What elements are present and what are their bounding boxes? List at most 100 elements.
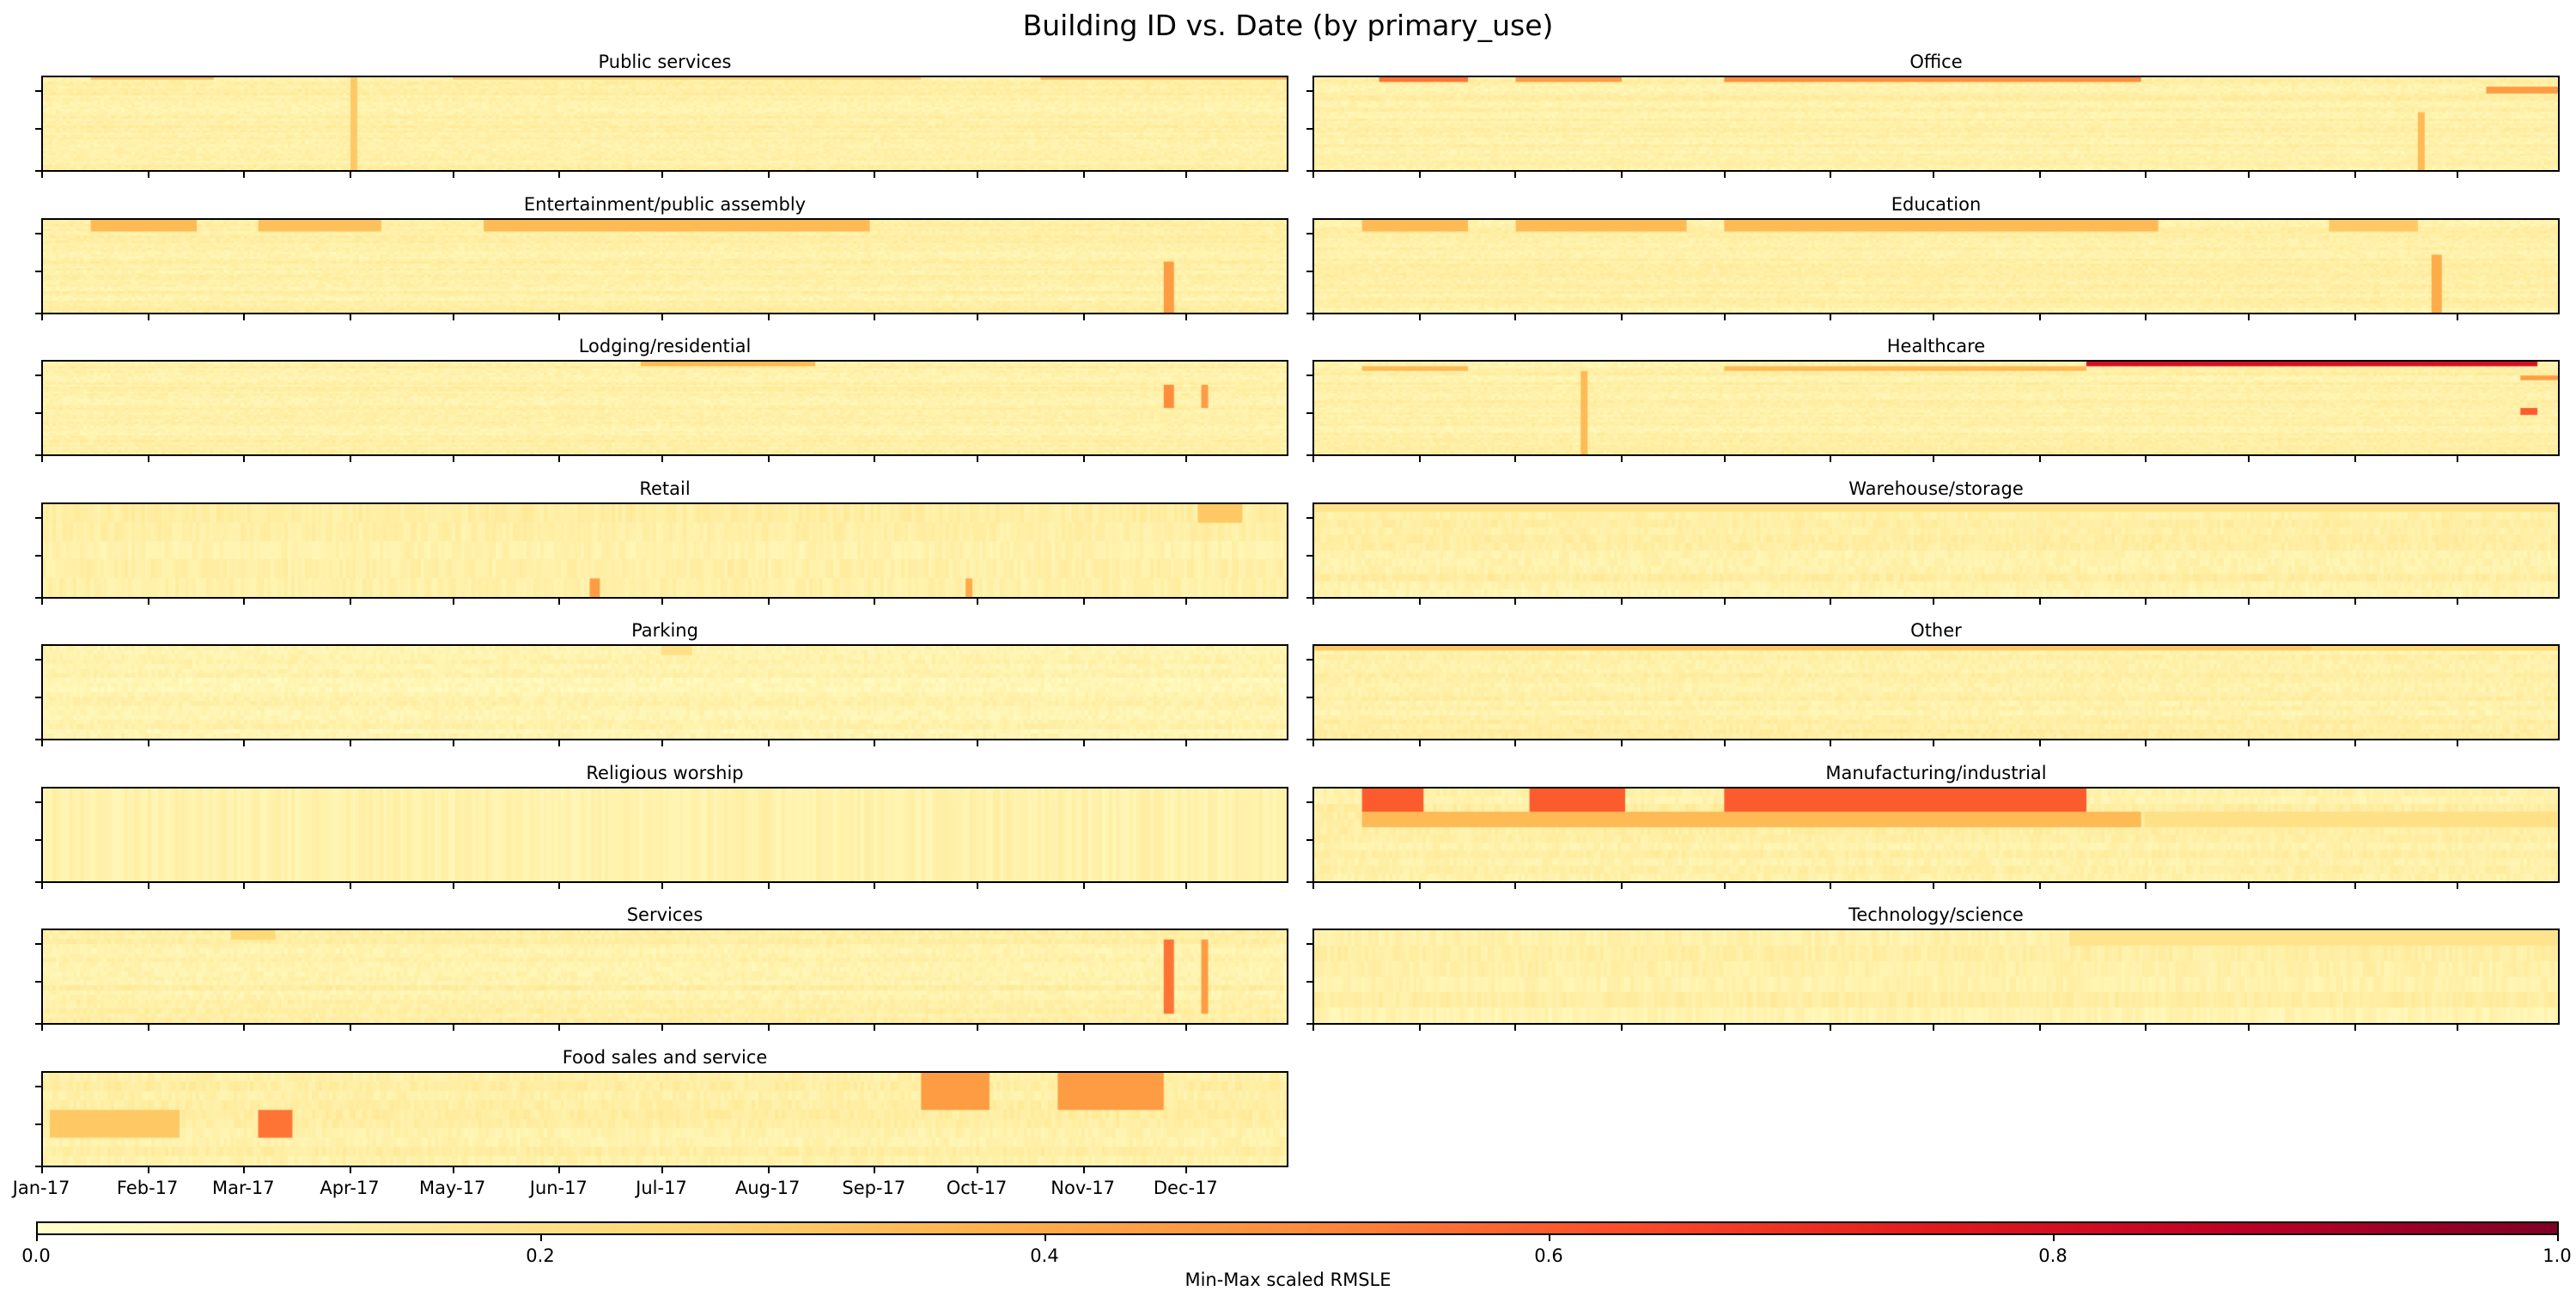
x-tick-healthcare-3 <box>1621 456 1623 462</box>
x-tick-public-services-10 <box>1082 172 1085 178</box>
x-tick-religious-worship-10 <box>1082 883 1085 889</box>
y-tick-public-services-0 <box>35 89 41 92</box>
x-tick-other-6 <box>1933 740 1934 746</box>
panel-title-healthcare: Healthcare <box>1886 336 1986 356</box>
x-tick-office-5 <box>1830 172 1832 178</box>
x-tick-other-4 <box>1723 740 1726 746</box>
x-tick-other-1 <box>1418 740 1421 746</box>
x-tick-services-6 <box>661 1025 663 1031</box>
x-tick-lodging-residential-5 <box>558 456 561 462</box>
x-tick-manufacturing-industrial-4 <box>1723 883 1726 889</box>
heatmap-cells-food-sales-and-service <box>43 1073 1287 1166</box>
x-tick-public-services-11 <box>1185 172 1188 178</box>
colorbar-tick-4 <box>2053 1235 2055 1241</box>
x-tick-parking-6 <box>661 740 663 746</box>
y-tick-office-1 <box>1306 127 1312 130</box>
y-tick-manufacturing-industrial-2 <box>1306 881 1312 883</box>
y-tick-education-0 <box>1306 232 1312 234</box>
y-tick-technology-science-0 <box>1306 942 1312 945</box>
x-tick-technology-science-2 <box>1514 1025 1517 1031</box>
x-tick-office-7 <box>2038 172 2041 178</box>
y-tick-parking-2 <box>35 739 41 740</box>
panel-title-other: Other <box>1910 620 1962 641</box>
colorbar-tick-label-5: 1.0 <box>2543 1245 2572 1266</box>
x-tick-education-11 <box>2457 314 2459 320</box>
y-tick-religious-worship-1 <box>35 838 41 841</box>
heatmap-cells-entertainment-public-assembly <box>43 220 1287 313</box>
panel-title-office: Office <box>1909 52 1963 72</box>
x-tick-parking-8 <box>874 740 876 746</box>
y-tick-entertainment-public-assembly-1 <box>35 270 41 272</box>
y-tick-services-2 <box>35 1023 41 1025</box>
y-tick-entertainment-public-assembly-2 <box>35 313 41 314</box>
x-tick-retail-2 <box>243 599 246 605</box>
x-tick-entertainment-public-assembly-3 <box>350 314 351 320</box>
heatmap-panel-warehouse-storage <box>1312 502 2560 599</box>
y-tick-healthcare-2 <box>1306 454 1312 456</box>
y-tick-education-1 <box>1306 270 1312 272</box>
x-tick-services-0 <box>41 1025 43 1031</box>
heatmap-cells-office <box>1314 77 2558 170</box>
x-tick-office-10 <box>2354 172 2356 178</box>
x-tick-entertainment-public-assembly-7 <box>767 314 770 320</box>
x-tick-office-6 <box>1933 172 1934 178</box>
x-tick-healthcare-2 <box>1514 456 1517 462</box>
x-tick-lodging-residential-7 <box>767 456 770 462</box>
x-tick-entertainment-public-assembly-5 <box>558 314 561 320</box>
x-tick-other-8 <box>2145 740 2147 746</box>
x-tick-public-services-8 <box>874 172 876 178</box>
x-tick-religious-worship-8 <box>874 883 876 889</box>
y-tick-religious-worship-2 <box>35 881 41 883</box>
x-tick-services-10 <box>1082 1025 1085 1031</box>
x-tick-food-sales-and-service-8 <box>874 1167 876 1173</box>
x-tick-retail-11 <box>1185 599 1188 605</box>
x-tick-office-1 <box>1418 172 1421 178</box>
y-tick-food-sales-and-service-0 <box>35 1085 41 1087</box>
heatmap-panel-entertainment-public-assembly <box>41 218 1288 314</box>
x-tick-warehouse-storage-9 <box>2248 599 2250 605</box>
x-tick-other-5 <box>1830 740 1832 746</box>
panel-title-food-sales-and-service: Food sales and service <box>562 1047 768 1068</box>
x-tick-retail-6 <box>661 599 663 605</box>
heatmap-cells-other <box>1314 646 2558 739</box>
x-tick-education-9 <box>2248 314 2250 320</box>
panel-title-retail: Retail <box>639 478 691 499</box>
x-tick-religious-worship-6 <box>661 883 663 889</box>
x-tick-services-4 <box>452 1025 454 1031</box>
x-tick-services-5 <box>558 1025 561 1031</box>
x-tick-services-9 <box>977 1025 978 1031</box>
x-tick-education-7 <box>2038 314 2041 320</box>
panel-title-services: Services <box>626 904 703 925</box>
x-tick-entertainment-public-assembly-11 <box>1185 314 1188 320</box>
x-tick-entertainment-public-assembly-8 <box>874 314 876 320</box>
x-tick-religious-worship-1 <box>147 883 149 889</box>
y-tick-parking-1 <box>35 696 41 698</box>
x-tick-public-services-0 <box>41 172 43 178</box>
x-tick-lodging-residential-10 <box>1082 456 1085 462</box>
y-tick-religious-worship-0 <box>35 801 41 803</box>
x-tick-parking-5 <box>558 740 561 746</box>
x-tick-office-9 <box>2248 172 2250 178</box>
x-tick-services-2 <box>243 1025 246 1031</box>
y-tick-manufacturing-industrial-0 <box>1306 801 1312 803</box>
x-tick-lodging-residential-2 <box>243 456 246 462</box>
x-tick-office-3 <box>1621 172 1623 178</box>
x-tick-technology-science-8 <box>2145 1025 2147 1031</box>
x-tick-retail-7 <box>767 599 770 605</box>
x-tick-religious-worship-9 <box>977 883 978 889</box>
x-tick-services-1 <box>147 1025 149 1031</box>
x-tick-manufacturing-industrial-10 <box>2354 883 2356 889</box>
x-tick-retail-5 <box>558 599 561 605</box>
x-tick-manufacturing-industrial-2 <box>1514 883 1517 889</box>
colorbar-tick-1 <box>540 1235 542 1241</box>
x-tick-religious-worship-11 <box>1185 883 1188 889</box>
x-tick-public-services-7 <box>767 172 770 178</box>
y-tick-technology-science-1 <box>1306 980 1312 983</box>
x-tick-education-2 <box>1514 314 1517 320</box>
heatmap-panel-office <box>1312 76 2560 172</box>
x-tick-retail-3 <box>350 599 351 605</box>
x-tick-education-10 <box>2354 314 2356 320</box>
x-tick-warehouse-storage-4 <box>1723 599 1726 605</box>
x-tick-parking-3 <box>350 740 351 746</box>
y-tick-warehouse-storage-1 <box>1306 554 1312 557</box>
